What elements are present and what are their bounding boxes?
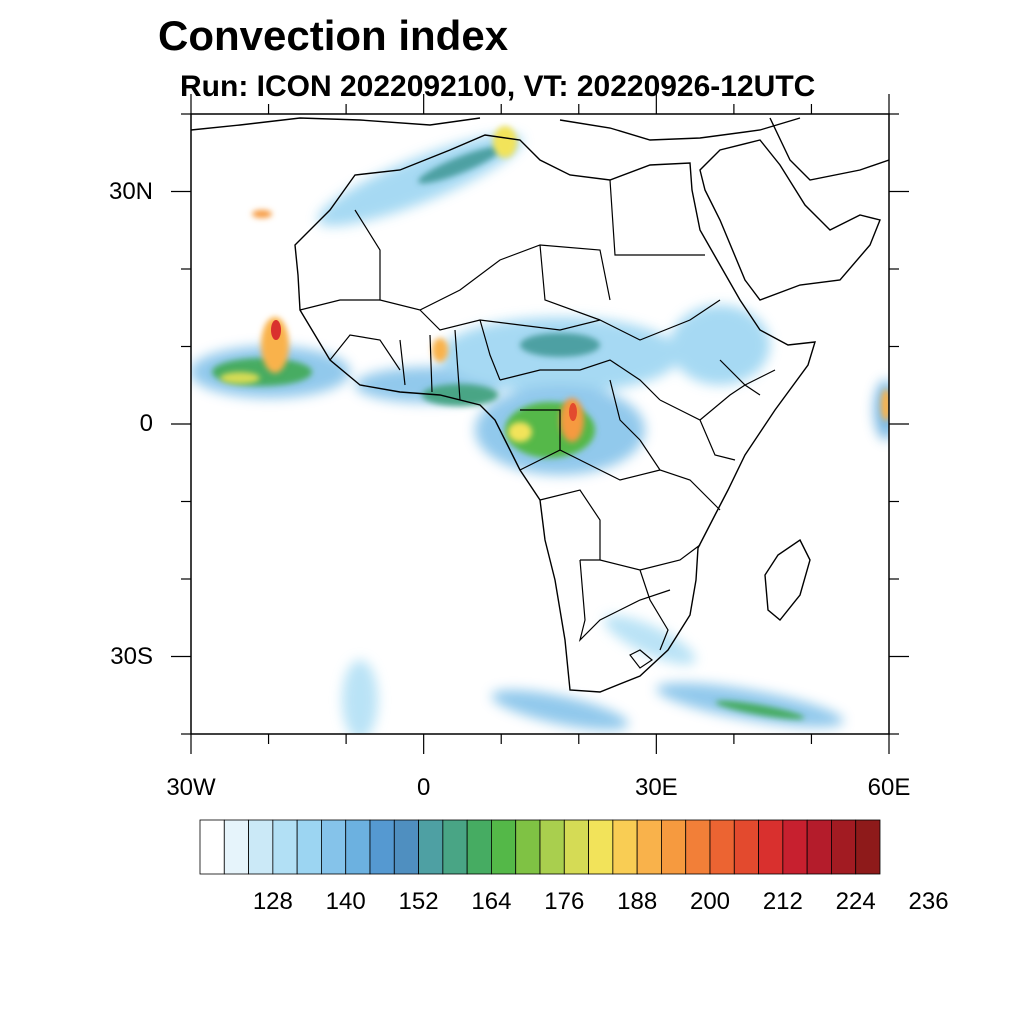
field-south-atlantic [342, 660, 378, 734]
core-atlantic-red [271, 320, 281, 340]
colorbar-swatch [636, 819, 662, 875]
colorbar-swatch [831, 819, 857, 875]
colorbar-label: 212 [762, 888, 803, 915]
axis-ticks [171, 94, 909, 754]
colorbar-swatch [223, 819, 249, 875]
field-sahel-mid [520, 333, 600, 357]
colorbar-swatch [393, 819, 419, 875]
field-southern-ocean-mid [715, 700, 805, 720]
colorbar-swatch [685, 819, 711, 875]
border-west-africa [329, 319, 501, 401]
core-atlantic [261, 317, 289, 373]
colorbar-swatch [248, 819, 274, 875]
colorbar-label: 164 [471, 888, 512, 915]
colorbar-label: 176 [544, 888, 585, 915]
x-tick-label: 0 [416, 774, 431, 801]
colorbar-swatch [345, 819, 371, 875]
colorbar-swatch [296, 819, 322, 875]
x-tick-label: 60E [867, 774, 911, 801]
colorbar-swatch [782, 819, 808, 875]
colorbar-label: 140 [325, 888, 366, 915]
core-nwafrica [493, 126, 517, 158]
core-congo-2 [508, 422, 532, 442]
colorbar-label: 152 [398, 888, 439, 915]
core-atlantic-2 [220, 372, 260, 384]
colorbar-label: 224 [835, 888, 876, 915]
y-tick-label: 30S [110, 642, 153, 670]
colorbar-swatch [806, 819, 832, 875]
chart-title: Convection index [158, 12, 509, 59]
core-guinea [432, 338, 448, 362]
field-nwafrica-mid [418, 146, 502, 184]
colorbar-swatch [612, 819, 638, 875]
core-congo-red [569, 403, 577, 421]
x-tick-label: 30W [166, 774, 216, 801]
core-canaries [252, 210, 272, 218]
colorbar-swatch [369, 819, 395, 875]
field-southern-ocean-1 [491, 690, 629, 730]
colorbar-swatch [515, 819, 541, 875]
core-indian-ocean [881, 389, 889, 421]
y-tick-label: 0 [139, 410, 153, 437]
madagascar-coastline [764, 538, 811, 621]
colorbar-swatch [466, 819, 492, 875]
border-sahara-north [354, 209, 611, 311]
colorbar-label: 128 [252, 888, 293, 915]
colorbar [199, 819, 881, 875]
colorbar-swatch [272, 819, 298, 875]
field-south-africa [604, 615, 696, 665]
x-tick-label: 30E [634, 774, 678, 801]
colorbar-swatch [733, 819, 759, 875]
europe-coastline [191, 117, 889, 181]
convection-field [191, 126, 889, 734]
border-egypt-sudan [539, 179, 705, 321]
field-ethiopia-outer [670, 305, 770, 385]
y-tick-label: 30N [108, 177, 153, 205]
colorbar-label: 236 [908, 888, 949, 915]
colorbar-swatch [588, 819, 614, 875]
border-central-africa [499, 359, 661, 481]
colorbar-swatch [321, 819, 347, 875]
colorbar-swatch [539, 819, 565, 875]
coastlines [191, 117, 889, 693]
africa-coastline [294, 134, 816, 693]
colorbar-label: 200 [689, 888, 731, 915]
colorbar-swatch [199, 819, 225, 875]
colorbar-swatch [442, 819, 468, 875]
border-east-africa [639, 359, 776, 511]
colorbar-swatch [758, 819, 784, 875]
colorbar-swatch [855, 819, 881, 875]
colorbar-swatch [661, 819, 687, 875]
border-sahel [299, 299, 721, 341]
colorbar-swatch [491, 819, 517, 875]
colorbar-swatch [418, 819, 444, 875]
colorbar-label: 188 [617, 888, 658, 915]
colorbar-swatch [709, 819, 735, 875]
colorbar-swatch [563, 819, 589, 875]
chart-subtitle: Run: ICON 2022092100, VT: 20220926-12UTC [180, 70, 816, 103]
border-southern-africa [539, 489, 701, 669]
country-borders [299, 179, 776, 669]
arabia-coastline [699, 139, 881, 301]
